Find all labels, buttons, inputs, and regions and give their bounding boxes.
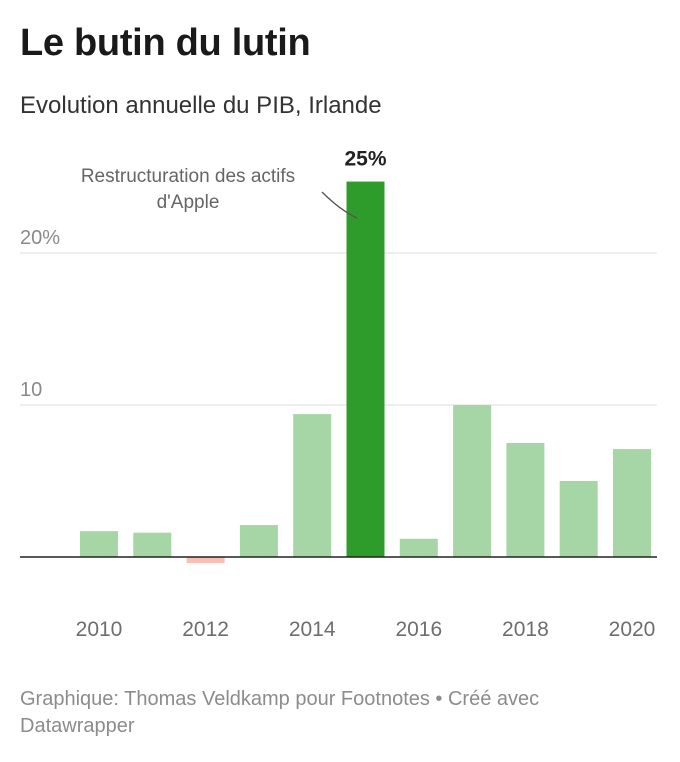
bar-2013	[239, 525, 278, 557]
chart-subtitle: Evolution annuelle du PIB, Irlande	[20, 92, 382, 119]
chart-title: Le butin du lutin	[20, 22, 311, 64]
annotation-line-2: d'Apple	[157, 192, 220, 213]
bars	[80, 181, 651, 564]
bar-2018	[506, 443, 545, 557]
x-tick-label-2014: 2014	[289, 618, 336, 641]
source-credit: Graphique: Thomas Veldkamp pour Footnote…	[20, 688, 540, 737]
x-tick-label-2012: 2012	[182, 618, 229, 641]
annotation: 25% Restructuration des actifs d'Apple	[81, 148, 387, 219]
annotation-line-1: Restructuration des actifs	[81, 166, 295, 187]
bar-2017	[453, 405, 492, 557]
bar-2012	[186, 557, 225, 564]
bar-2011	[133, 532, 172, 557]
bar-2010	[80, 531, 118, 557]
x-tick-label-2018: 2018	[502, 618, 549, 641]
y-tick-label: 20%	[20, 227, 60, 249]
bar-2016	[399, 538, 438, 557]
x-tick-label-2020: 2020	[609, 618, 656, 641]
x-tick-label-2010: 2010	[76, 618, 123, 641]
bar-2015	[346, 181, 385, 557]
bar-chart: 10 20% 2010 2012 2014 2016 2018 2020 25% Restruc…	[20, 148, 657, 641]
bar-2014	[293, 414, 332, 557]
x-tick-label-2016: 2016	[395, 618, 442, 641]
annotation-connector	[321, 191, 358, 219]
bar-2020	[613, 449, 651, 557]
y-tick-label: 10	[20, 379, 42, 401]
highlight-value-label: 25%	[344, 148, 386, 171]
axes: 10 20% 2010 2012 2014 2016 2018 2020	[20, 227, 657, 641]
gridlines	[20, 252, 657, 406]
bar-2019	[559, 481, 598, 557]
